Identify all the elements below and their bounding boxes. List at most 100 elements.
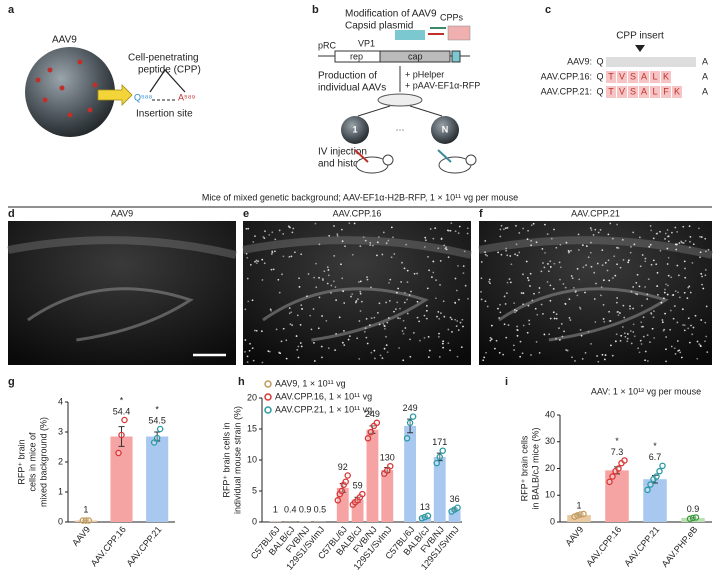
cell-dot <box>611 354 614 357</box>
virus-capsid <box>25 47 115 137</box>
y-tick-label: 20 <box>545 463 555 473</box>
cell-dot <box>593 298 596 300</box>
cell-dot <box>621 326 624 328</box>
cell-dot <box>602 303 605 306</box>
cell-dot <box>288 307 291 309</box>
cell-dot <box>320 345 323 348</box>
data-point <box>364 435 372 442</box>
cell-dot <box>436 315 438 318</box>
cell-dot <box>675 248 678 251</box>
cell-dot <box>568 317 571 319</box>
cell-dot <box>538 291 540 294</box>
cell-dot <box>499 311 502 314</box>
cell-dot <box>257 260 260 263</box>
cell-dot <box>333 254 336 257</box>
cell-dot <box>637 347 640 350</box>
cell-dot <box>661 321 664 324</box>
cell-dot <box>441 342 444 345</box>
virus-index: 1 <box>352 124 357 134</box>
image-panels: d AAV9 e AAV.CPP.16 f AAV.CPP.21 <box>7 208 713 365</box>
insert-residue-bg <box>617 71 627 83</box>
cell-dot <box>515 309 518 312</box>
data-point <box>342 478 349 485</box>
cell-dot <box>700 319 703 321</box>
cell-dot <box>648 245 651 248</box>
cell-dot <box>249 342 251 345</box>
cell-dot <box>325 319 328 322</box>
insert-residue-bg <box>661 86 671 98</box>
step-title: Capsid plasmid <box>345 21 413 32</box>
cell-dot <box>521 352 524 355</box>
cell-dot <box>701 283 703 286</box>
image-title: AAV.CPP.16 <box>333 208 382 218</box>
x-tick-label: AAV9 <box>70 524 92 548</box>
cortex-layer <box>242 236 472 259</box>
cell-dot <box>690 324 692 327</box>
cell-dot <box>405 243 408 246</box>
cell-dot <box>505 336 508 339</box>
cell-dot <box>570 275 573 277</box>
cell-dot <box>560 322 563 325</box>
insert-residue-bg <box>617 86 627 98</box>
significance: * <box>155 404 159 414</box>
insert-residue-bg <box>661 71 671 83</box>
cell-dot <box>369 244 372 247</box>
cell-dot <box>509 281 512 284</box>
cell-dot <box>642 316 645 319</box>
cell-dot <box>296 314 299 317</box>
panel-label: c <box>545 4 551 16</box>
cell-dot <box>666 247 669 250</box>
cell-dot <box>553 228 555 231</box>
panel-label: f <box>479 208 483 220</box>
cell-dot <box>541 247 544 250</box>
cell-dot <box>356 337 359 340</box>
cell-dot <box>260 330 263 333</box>
dish <box>377 93 423 107</box>
cell-dot <box>649 243 652 246</box>
cell-dot <box>372 244 374 247</box>
cell-dot <box>571 277 574 280</box>
cell-dot <box>632 286 635 288</box>
cell-dot <box>647 278 650 281</box>
cell-dot <box>301 307 304 310</box>
cell-dot <box>562 283 565 285</box>
cell-dot <box>313 360 316 362</box>
cell-dot <box>544 251 546 254</box>
cell-dot <box>682 242 685 244</box>
cell-dot <box>456 320 459 322</box>
data-point <box>338 487 346 495</box>
cell-dot <box>574 290 577 293</box>
cell-dot <box>522 292 525 295</box>
insert-residue-bg <box>639 86 649 98</box>
cell-dot <box>403 267 406 270</box>
cell-dot <box>390 226 393 229</box>
cell-dot <box>382 231 385 234</box>
cell-dot <box>627 259 630 262</box>
cell-dot <box>687 317 690 320</box>
cell-dot <box>374 357 376 360</box>
cell-dot <box>484 251 486 254</box>
cell-dot <box>401 261 403 264</box>
cell-dot <box>386 321 389 324</box>
data-point <box>383 467 391 474</box>
cell-dot <box>399 307 401 310</box>
residue: Q <box>596 86 603 96</box>
cell-dot <box>364 327 367 330</box>
cell-dot <box>687 286 690 289</box>
cell-dot <box>404 327 407 329</box>
cell-dot <box>655 263 658 266</box>
cell-dot <box>437 311 440 313</box>
bar <box>404 425 417 522</box>
cell-dot <box>277 278 280 281</box>
data-point <box>121 416 128 424</box>
x-tick-label: AAV9 <box>563 524 585 548</box>
cell-dot <box>246 256 249 259</box>
cpp-label: Cell-penetrating <box>128 53 199 64</box>
cell-dot <box>378 302 381 305</box>
cell-dot <box>386 351 389 353</box>
cell-dot <box>262 236 265 238</box>
cell-dot <box>683 291 686 294</box>
cell-dot <box>630 342 633 345</box>
cell-dot <box>402 332 405 335</box>
cell-dot <box>672 317 675 320</box>
